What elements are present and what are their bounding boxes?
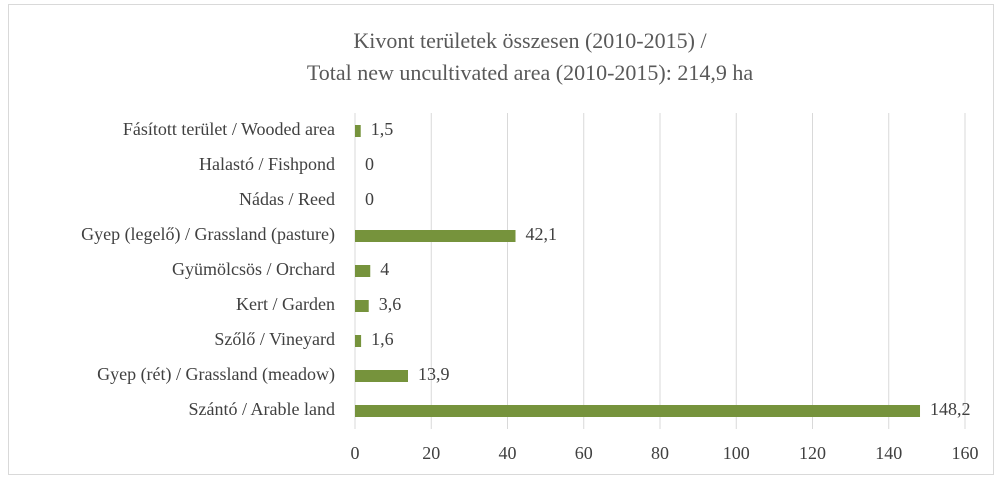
x-tick-label: 120 [799,443,826,463]
y-tick-label: Szántó / Arable land [189,399,335,419]
value-label: 0 [365,154,374,174]
value-label: 42,1 [526,224,558,244]
chart-title: Kivont területek összesen (2010-2015) / [353,28,707,53]
y-tick-label: Gyep (rét) / Grassland (meadow) [97,364,335,385]
value-label: 148,2 [930,399,971,419]
y-tick-label: Kert / Garden [236,294,335,314]
bar [355,335,362,347]
value-label: 3,6 [379,294,402,314]
x-tick-label: 160 [952,443,979,463]
x-tick-label: 140 [875,443,902,463]
value-label: 1,6 [371,329,394,349]
x-tick-label: 40 [499,443,517,463]
value-label: 4 [380,259,389,279]
y-tick-label: Halastó / Fishpond [199,154,335,174]
y-tick-label: Szőlő / Vineyard [214,329,335,349]
y-tick-label: Gyep (legelő) / Grassland (pasture) [81,224,335,245]
value-label: 13,9 [418,364,450,384]
bar [355,265,371,277]
x-tick-label: 0 [351,443,360,463]
y-tick-label: Nádas / Reed [239,189,335,209]
y-tick-label: Fásított terület / Wooded area [123,119,335,139]
bar [355,125,361,137]
x-tick-label: 100 [723,443,750,463]
bar [355,230,516,242]
value-label: 1,5 [371,119,394,139]
x-tick-label: 20 [422,443,440,463]
x-tick-label: 80 [651,443,669,463]
x-tick-label: 60 [575,443,593,463]
bar [355,300,369,312]
value-label: 0 [365,189,374,209]
y-tick-label: Gyümölcsös / Orchard [172,259,335,279]
bar [355,370,408,382]
bar [355,405,921,417]
chart-subtitle: Total new uncultivated area (2010-2015):… [307,60,753,85]
